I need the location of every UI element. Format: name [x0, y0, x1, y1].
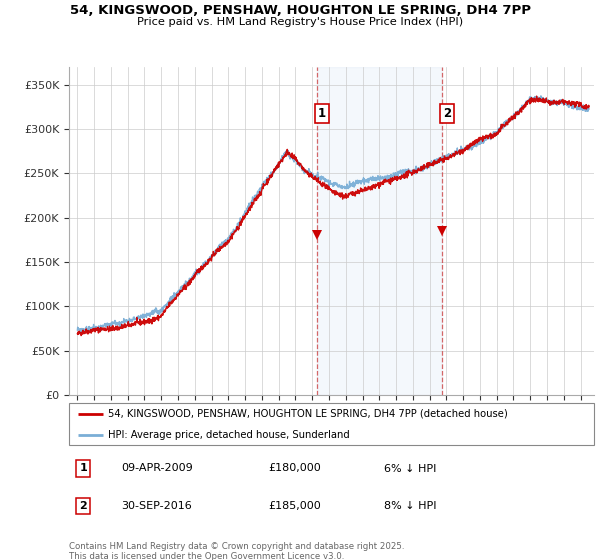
Text: 2: 2	[79, 501, 87, 511]
Text: HPI: Average price, detached house, Sunderland: HPI: Average price, detached house, Sund…	[109, 430, 350, 440]
Text: 2: 2	[443, 107, 451, 120]
Text: Price paid vs. HM Land Registry's House Price Index (HPI): Price paid vs. HM Land Registry's House …	[137, 17, 463, 27]
Text: 8% ↓ HPI: 8% ↓ HPI	[384, 501, 437, 511]
FancyBboxPatch shape	[69, 403, 594, 445]
Text: 09-APR-2009: 09-APR-2009	[121, 464, 193, 473]
Text: £185,000: £185,000	[269, 501, 321, 511]
Bar	[317, 67, 442, 395]
Text: 54, KINGSWOOD, PENSHAW, HOUGHTON LE SPRING, DH4 7PP: 54, KINGSWOOD, PENSHAW, HOUGHTON LE SPRI…	[70, 4, 530, 17]
Text: 30-SEP-2016: 30-SEP-2016	[121, 501, 192, 511]
Text: 1: 1	[79, 464, 87, 473]
Text: £180,000: £180,000	[269, 464, 321, 473]
Text: Contains HM Land Registry data © Crown copyright and database right 2025.
This d: Contains HM Land Registry data © Crown c…	[69, 542, 404, 560]
Text: 6% ↓ HPI: 6% ↓ HPI	[384, 464, 436, 473]
Text: 54, KINGSWOOD, PENSHAW, HOUGHTON LE SPRING, DH4 7PP (detached house): 54, KINGSWOOD, PENSHAW, HOUGHTON LE SPRI…	[109, 409, 508, 419]
Text: 1: 1	[318, 107, 326, 120]
